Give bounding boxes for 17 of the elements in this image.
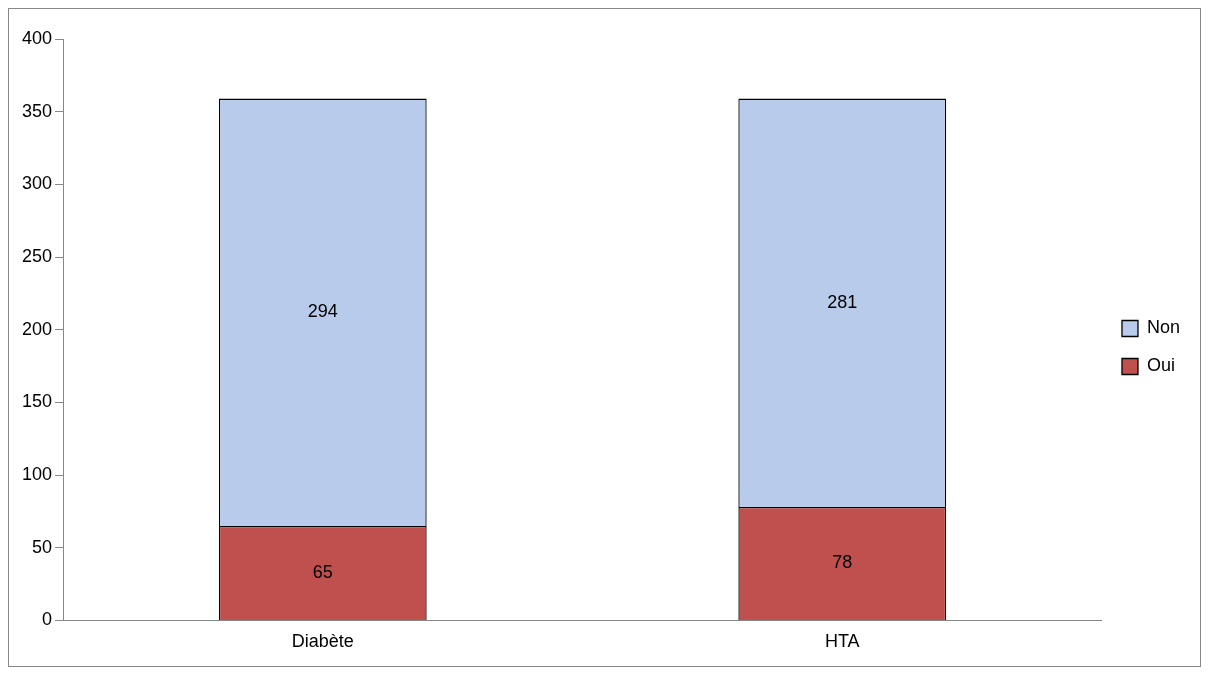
data-label: 65 — [312, 561, 333, 582]
y-tick-label: 100 — [21, 464, 53, 485]
legend-label: Non — [1146, 317, 1181, 338]
y-tick-label: 250 — [21, 245, 53, 266]
y-tick-label: 300 — [21, 173, 53, 194]
y-tick-label: 200 — [21, 318, 53, 339]
y-tick-label: 400 — [21, 27, 53, 48]
x-tick-label: HTA — [824, 631, 860, 652]
legend-label: Oui — [1146, 355, 1175, 376]
data-label: 294 — [307, 301, 338, 322]
data-label: 78 — [832, 552, 853, 573]
x-tick-label: Diabète — [291, 631, 354, 652]
data-label: 281 — [827, 291, 858, 312]
y-tick-label: 150 — [21, 391, 53, 412]
y-tick-label: 0 — [42, 609, 53, 630]
y-tick-label: 50 — [32, 536, 53, 557]
y-tick-label: 350 — [21, 100, 53, 121]
